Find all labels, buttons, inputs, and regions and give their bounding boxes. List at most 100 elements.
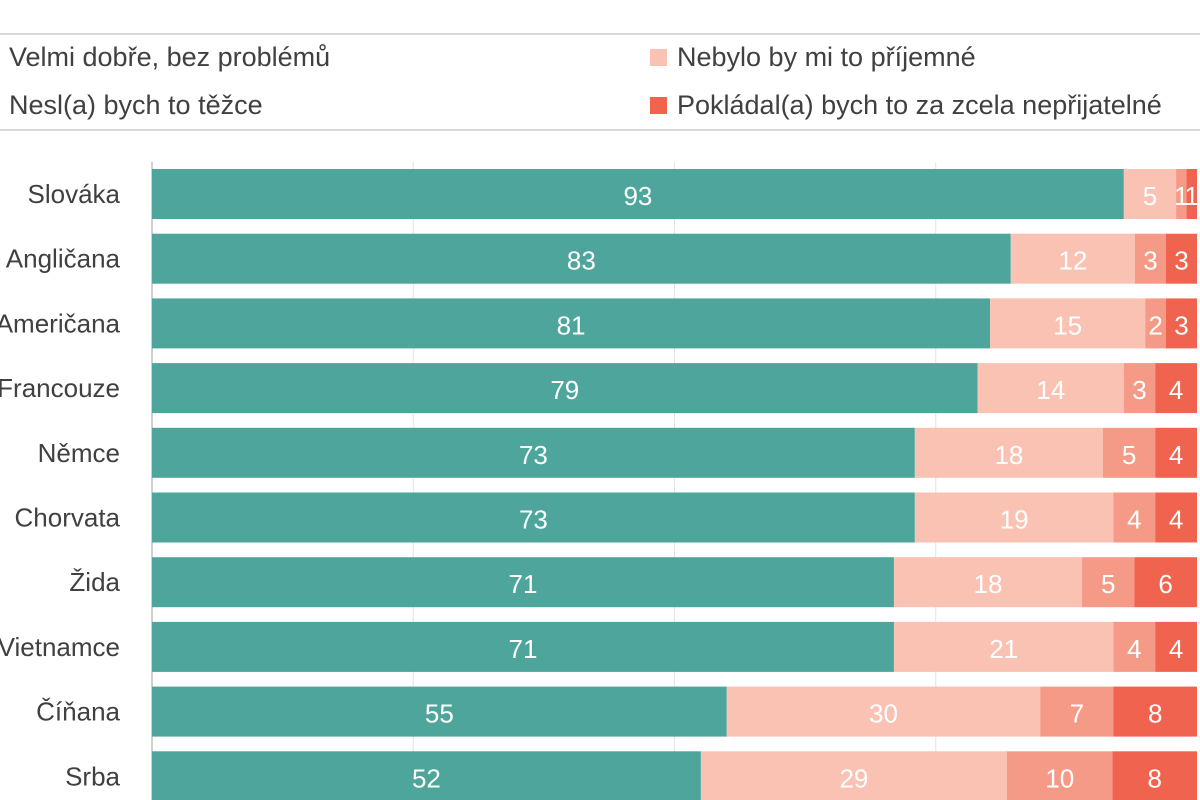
- category-label-americana: Američana: [0, 308, 121, 338]
- data-label-cinana-s3: 8: [1148, 699, 1162, 729]
- category-label-srba: Srba: [65, 761, 120, 791]
- bar-zida-s2: [1082, 557, 1135, 608]
- bar-anglicana-s2: [1134, 233, 1166, 284]
- bar-chorvata-s3: [1155, 492, 1197, 543]
- bar-slovaka-s1: [1123, 169, 1177, 219]
- data-label-nemce-s3: 4: [1169, 440, 1183, 470]
- data-label-vietnamce-s3: 4: [1169, 634, 1183, 664]
- data-label-slovaka-s0: 93: [623, 181, 652, 211]
- bar-cinana-s2: [1040, 686, 1114, 737]
- bar-zida-s3: [1134, 557, 1197, 608]
- data-label-anglicana-s0: 83: [567, 246, 596, 276]
- bar-francouze-s3: [1155, 363, 1197, 414]
- data-label-francouze-s2: 3: [1132, 375, 1146, 405]
- data-label-nemce-s1: 18: [994, 440, 1023, 470]
- bar-zida-s1: [893, 557, 1083, 608]
- bar-nemce-s3: [1155, 427, 1197, 478]
- bar-srba-s2: [1007, 751, 1113, 800]
- legend-bottom-rule: [0, 129, 1200, 131]
- category-label-anglicana: Angličana: [6, 244, 121, 274]
- legend-item-0: Velmi dobře, bez problémů: [0, 42, 330, 72]
- category-label-nemce: Němce: [38, 438, 120, 468]
- legend-label-0: Velmi dobře, bez problémů: [9, 41, 331, 72]
- data-label-srba-s0: 52: [412, 763, 441, 793]
- data-label-cinana-s2: 7: [1070, 699, 1084, 729]
- data-label-zida-s0: 71: [509, 569, 538, 599]
- bar-zida-s0: [152, 557, 894, 608]
- data-label-srba-s1: 29: [839, 763, 868, 793]
- data-label-francouze-s0: 79: [550, 375, 579, 405]
- bar-srba-s3: [1112, 751, 1197, 800]
- legend-label-1: Nebylo by mi to příjemné: [677, 41, 976, 72]
- bar-slovaka-s0: [152, 169, 1124, 219]
- data-label-anglicana-s1: 12: [1058, 246, 1087, 276]
- bar-chorvata-s0: [152, 492, 915, 543]
- bar-cinana-s1: [726, 686, 1041, 737]
- legend-item-1: Nebylo by mi to příjemné: [650, 42, 976, 72]
- bar-anglicana-s0: [152, 233, 1011, 284]
- bar-francouze-s2: [1123, 363, 1156, 414]
- bar-srba-s1: [700, 751, 1007, 800]
- legend-item-2: Nesl(a) bych to těžce: [0, 90, 263, 120]
- data-label-americana-s1: 15: [1053, 310, 1082, 340]
- data-label-anglicana-s2: 3: [1143, 246, 1157, 276]
- legend-item-3: Pokládal(a) bych to za zcela nepřijateln…: [650, 90, 1162, 120]
- bar-slovaka-s2: [1176, 169, 1187, 219]
- data-label-slovaka-s1: 5: [1143, 181, 1157, 211]
- data-label-nemce-s2: 5: [1122, 440, 1136, 470]
- bar-vietnamce-s2: [1113, 621, 1156, 672]
- data-label-srba-s2: 10: [1045, 763, 1074, 793]
- category-label-chorvata: Chorvata: [15, 503, 121, 533]
- data-label-zida-s3: 6: [1158, 569, 1172, 599]
- legend-label-2: Nesl(a) bych to těžce: [9, 89, 263, 120]
- bar-vietnamce-s0: [152, 621, 894, 672]
- legend-swatch-3: [650, 96, 667, 114]
- category-label-cinana: Číňana: [36, 697, 120, 727]
- data-label-chorvata-s1: 19: [1000, 505, 1029, 535]
- bar-srba-s0: [152, 751, 701, 800]
- data-label-cinana-s1: 30: [869, 699, 898, 729]
- data-label-slovaka-s3: 1: [1185, 181, 1199, 211]
- data-label-vietnamce-s2: 4: [1127, 634, 1141, 664]
- legend-swatch-1: [650, 48, 667, 66]
- bar-americana-s2: [1145, 298, 1166, 349]
- bar-cinana-s3: [1113, 686, 1197, 737]
- bar-anglicana-s3: [1165, 233, 1197, 284]
- category-label-vietnamce: Vietnamce: [0, 632, 120, 662]
- bar-nemce-s2: [1102, 427, 1156, 478]
- bar-chorvata-s2: [1113, 492, 1156, 543]
- bar-vietnamce-s3: [1155, 621, 1197, 672]
- data-label-zida-s1: 18: [974, 569, 1003, 599]
- category-label-zida: Žida: [69, 567, 120, 597]
- data-label-anglicana-s3: 3: [1174, 246, 1188, 276]
- data-label-vietnamce-s1: 21: [989, 634, 1018, 664]
- data-label-vietnamce-s0: 71: [509, 634, 538, 664]
- bar-americana-s1: [990, 298, 1146, 349]
- bar-americana-s0: [152, 298, 991, 349]
- bar-chorvata-s1: [914, 492, 1114, 543]
- legend: Velmi dobře, bez problémů Nebylo by mi t…: [0, 0, 1200, 140]
- legend-label-3: Pokládal(a) bych to za zcela nepřijateln…: [677, 89, 1162, 120]
- data-label-americana-s3: 3: [1174, 310, 1188, 340]
- data-label-zida-s2: 5: [1101, 569, 1115, 599]
- data-label-nemce-s0: 73: [519, 440, 548, 470]
- bar-anglicana-s1: [1010, 233, 1135, 284]
- bar-nemce-s1: [914, 427, 1103, 478]
- data-label-srba-s3: 8: [1148, 763, 1162, 793]
- data-label-slovaka-s2: 1: [1174, 181, 1188, 211]
- bar-slovaka-s3: [1186, 169, 1197, 219]
- bar-francouze-s1: [977, 363, 1124, 414]
- category-label-slovaka: Slováka: [28, 179, 121, 209]
- data-label-chorvata-s2: 4: [1127, 505, 1141, 535]
- bar-cinana-s0: [152, 686, 727, 737]
- data-label-francouze-s1: 14: [1036, 375, 1065, 405]
- bar-americana-s3: [1165, 298, 1197, 349]
- data-label-chorvata-s0: 73: [519, 505, 548, 535]
- data-label-chorvata-s3: 4: [1169, 505, 1183, 535]
- bar-francouze-s0: [152, 363, 978, 414]
- legend-top-rule: [0, 33, 1200, 35]
- data-label-americana-s2: 2: [1148, 310, 1162, 340]
- category-label-francouze: Francouze: [0, 373, 120, 403]
- bar-vietnamce-s1: [893, 621, 1114, 672]
